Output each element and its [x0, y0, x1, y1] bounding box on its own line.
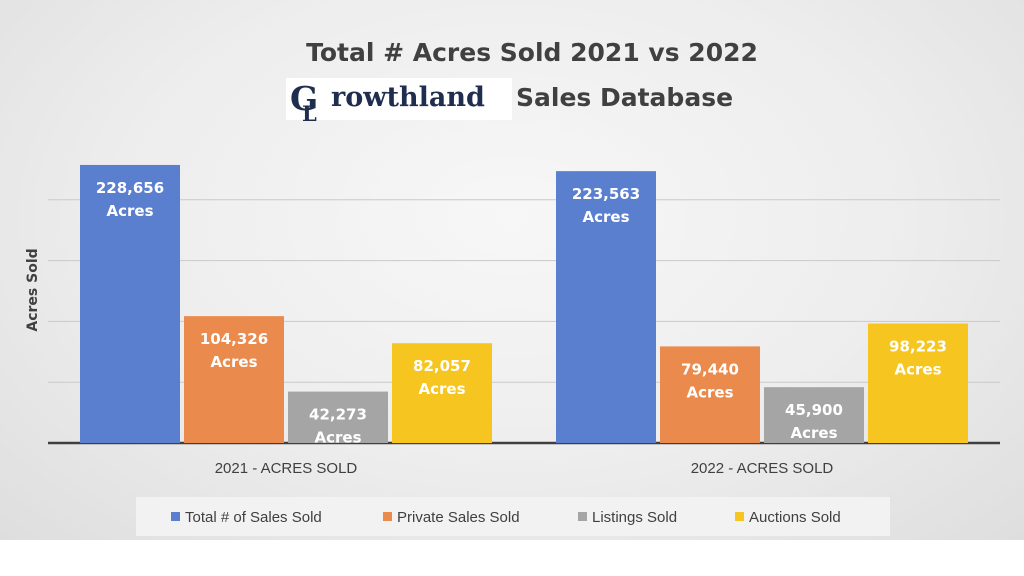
bars — [80, 164, 968, 444]
bar — [660, 346, 760, 443]
data-label-unit: Acres — [583, 208, 630, 226]
data-label-value: 82,057 — [413, 357, 471, 375]
data-label-unit: Acres — [791, 424, 838, 442]
bar — [392, 343, 492, 443]
legend-swatch — [735, 512, 744, 521]
legend-label: Auctions Sold — [749, 509, 841, 526]
bar — [80, 164, 180, 444]
legend: Total # of Sales Sold Private Sales Sold L… — [171, 509, 841, 526]
y-axis-title: Acres Sold — [25, 248, 41, 331]
data-label-value: 223,563 — [572, 185, 640, 203]
logo-l-glyph: L — [302, 101, 317, 126]
logo-g-glyph: G — [290, 79, 318, 118]
data-label-value: 79,440 — [681, 360, 739, 378]
legend-label: Listings Sold — [592, 509, 677, 526]
bar — [184, 316, 284, 443]
data-label-value: 98,223 — [889, 338, 947, 356]
data-label-unit: Acres — [315, 429, 362, 447]
legend-box — [136, 497, 890, 536]
category-labels: 2021 - ACRES SOLD 2022 - ACRES SOLD — [215, 460, 834, 477]
data-label-value: 104,326 — [200, 330, 268, 348]
bar — [556, 171, 656, 443]
logo-backdrop — [286, 78, 512, 120]
legend-swatch — [171, 512, 180, 521]
data-label-unit: Acres — [107, 202, 154, 220]
bar — [288, 391, 388, 443]
bar — [764, 387, 864, 443]
data-label-unit: Acres — [687, 383, 734, 401]
logo-brand-text: rowthland — [331, 82, 485, 113]
data-label-unit: Acres — [895, 361, 942, 379]
data-label-unit: Acres — [419, 380, 466, 398]
legend-swatch — [578, 512, 587, 521]
chart-title: Total # Acres Sold 2021 vs 2022 — [306, 38, 758, 67]
data-label-value: 228,656 — [96, 179, 164, 197]
data-label-unit: Acres — [211, 353, 258, 371]
legend-swatch — [383, 512, 392, 521]
data-labels: 228,656 Acres 104,326 Acres 42,273 Acres 82,05… — [96, 179, 947, 447]
category-label: 2022 - ACRES SOLD — [691, 460, 834, 477]
legend-label: Private Sales Sold — [397, 509, 520, 526]
chart-subtitle: Sales Database — [516, 83, 733, 112]
legend-label: Total # of Sales Sold — [185, 509, 322, 526]
category-label: 2021 - ACRES SOLD — [215, 460, 358, 477]
bar — [868, 323, 968, 443]
data-label-value: 42,273 — [309, 406, 367, 424]
data-label-value: 45,900 — [785, 401, 843, 419]
